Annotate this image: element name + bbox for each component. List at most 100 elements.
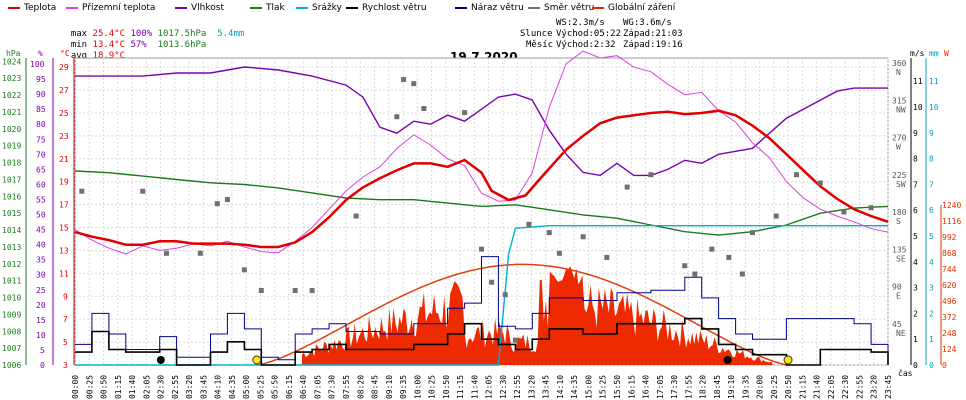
rain-tick-label: 2 — [929, 309, 934, 318]
x-tick-label: 05:25 — [256, 375, 265, 399]
x-tick-label: 21:40 — [813, 375, 822, 399]
windspeed-tick-label: 0 — [913, 361, 918, 370]
x-tick-label: 10:25 — [428, 375, 437, 399]
pressure-tick-label: 1021 — [2, 108, 21, 117]
x-tick-label: 08:20 — [356, 375, 365, 399]
wind-direction-mark — [546, 230, 552, 236]
info-slunce-vychod: Východ:05:22 — [556, 29, 622, 39]
x-tick-label: 02:30 — [157, 375, 166, 399]
wind-direction-mark — [411, 81, 417, 87]
x-tick-label: 00:50 — [100, 375, 109, 399]
x-tick-label: 06:40 — [299, 375, 308, 399]
legend-item: Přízemní teplota — [66, 3, 155, 13]
rain-tick-label: 7 — [929, 180, 934, 189]
legend-label: Teplota — [24, 3, 57, 13]
humidity-tick-label: 55 — [36, 195, 46, 204]
x-tick-label: 13:20 — [527, 375, 536, 399]
legend-swatch — [8, 7, 20, 9]
humidity-tick-label: 100 — [30, 60, 45, 69]
temperature-line — [74, 109, 889, 249]
windspeed-tick-label: 7 — [913, 180, 918, 189]
winddir-tick-label: SE — [896, 254, 906, 263]
windspeed-tick-label: 5 — [913, 232, 918, 241]
x-tick-label: 09:10 — [385, 375, 394, 399]
rain-line — [75, 225, 888, 366]
x-tick-label: 07:55 — [342, 375, 351, 399]
x-tick-label: 01:40 — [128, 375, 137, 399]
x-tick-label: 22:55 — [855, 375, 864, 399]
x-tick-label: 14:35 — [570, 375, 579, 399]
wind-direction-mark — [604, 254, 610, 260]
humidity-tick-label: 60 — [36, 180, 46, 189]
legend-label: Srážky — [312, 3, 342, 13]
humidity-tick-label: 5 — [40, 346, 45, 355]
x-tick-label: 23:20 — [870, 375, 879, 399]
temperature-tick-label: 11 — [59, 269, 69, 278]
x-tick-label: 00:25 — [85, 375, 94, 399]
winddir-tick-value: 90 — [892, 283, 902, 292]
temperature-axis-label: °C — [60, 49, 70, 58]
pressure-tick-label: 1019 — [2, 142, 21, 151]
wind-direction-mark — [868, 205, 874, 211]
winddir-tick-value: 225 — [892, 171, 907, 180]
x-tick-label: 14:10 — [556, 375, 565, 399]
humidity-line — [75, 66, 888, 177]
x-tick-label: 16:40 — [642, 375, 651, 399]
x-tick-label: 09:35 — [399, 375, 408, 399]
wind-direction-mark — [648, 172, 654, 178]
stats-max-press: 1017.5hPa — [157, 29, 207, 39]
x-tick-label: 15:25 — [599, 375, 608, 399]
winddir-tick-label: E — [896, 292, 901, 301]
temperature-tick-label: 5 — [63, 338, 68, 347]
legend-label: Globální záření — [608, 3, 676, 13]
rain-tick-label: 0 — [929, 361, 934, 370]
x-tick-label: 12:55 — [513, 375, 522, 399]
wind-direction-mark — [163, 250, 169, 256]
legend-swatch — [175, 7, 187, 9]
wind-direction-mark — [794, 172, 800, 178]
humidity-tick-label: 40 — [36, 241, 46, 250]
winddir-tick-label: NE — [896, 329, 906, 338]
wind-direction-mark — [817, 180, 823, 186]
radiation-tick-label: 372 — [942, 313, 957, 322]
x-tick-label: 22:05 — [827, 375, 836, 399]
x-tick-label: 15:50 — [613, 375, 622, 399]
info-slunce-zapad: Západ:21:03 — [623, 29, 683, 39]
time-axis-label: čas — [898, 368, 913, 378]
humidity-tick-label: 45 — [36, 226, 46, 235]
radiation-tick-label: 744 — [942, 265, 957, 274]
x-tick-label: 04:10 — [214, 375, 223, 399]
winddir-tick-value: 360 — [892, 59, 907, 68]
temperature-tick-label: 25 — [59, 109, 69, 118]
x-tick-label: 20:00 — [756, 375, 765, 399]
x-tick-label: 11:15 — [456, 375, 465, 399]
pressure-tick-label: 1018 — [2, 159, 21, 168]
x-tick-label: 12:05 — [485, 375, 494, 399]
x-tick-label: 10:50 — [442, 375, 451, 399]
radiation-tick-label: 868 — [942, 249, 957, 258]
moonset-marker — [723, 356, 732, 364]
wind-direction-mark — [309, 288, 315, 294]
rain-tick-label: 8 — [929, 155, 934, 164]
radiation-tick-label: 1240 — [942, 201, 961, 210]
rain-axis-label: mm — [929, 49, 939, 58]
humidity-tick-label: 50 — [36, 211, 46, 220]
x-tick-label: 19:10 — [727, 375, 736, 399]
legend-swatch — [346, 7, 358, 9]
humidity-tick-label: 85 — [36, 105, 46, 114]
winddir-tick-label: S — [896, 217, 901, 226]
radiation-tick-label: 1116 — [942, 217, 961, 226]
stats-min-press: 1013.6hPa — [157, 40, 207, 50]
pressure-tick-label: 1013 — [2, 243, 21, 252]
wind-direction-mark — [140, 188, 146, 194]
x-tick-label: 07:30 — [328, 375, 337, 399]
x-tick-label: 05:00 — [242, 375, 251, 399]
wind-direction-mark — [526, 221, 532, 227]
x-tick-label: 11:40 — [470, 375, 479, 399]
radiation-tick-label: 620 — [942, 281, 957, 290]
wind-direction-mark — [353, 213, 359, 219]
wind-direction-mark — [502, 292, 508, 298]
legend-label: Náraz větru — [471, 3, 524, 13]
humidity-tick-label: 0 — [40, 361, 45, 370]
x-tick-label: 06:15 — [285, 375, 294, 399]
